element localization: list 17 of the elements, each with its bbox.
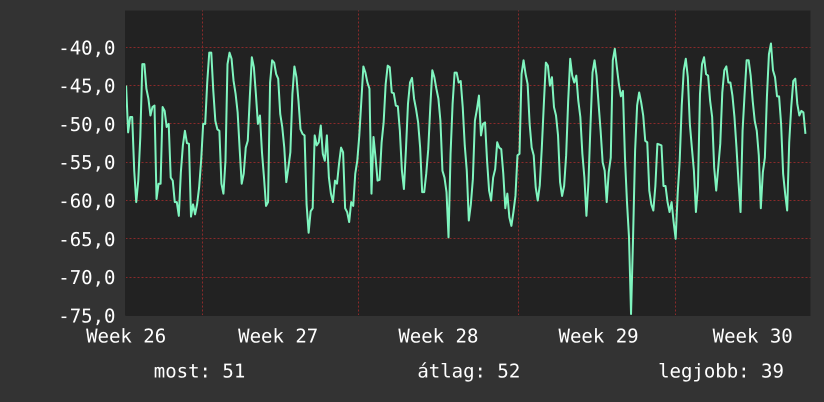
y-tick-label: -60,0 [58,190,116,213]
y-tick-label: -75,0 [58,306,116,328]
x-tick-label: Week 30 [712,326,793,348]
y-tick-label: -55,0 [58,152,116,174]
x-tick-label: Week 28 [398,326,478,348]
line-series [126,42,806,315]
x-tick-label: Week 29 [558,326,639,348]
x-tick-label: Week 26 [86,326,166,348]
y-tick-label: -70,0 [58,267,116,290]
text: legjobb: 39 [658,360,784,382]
y-tick-label: -65,0 [58,228,116,251]
x-tick-label: Week 27 [238,326,318,348]
y-tick-label: -45,0 [58,76,116,98]
y-tick-label: -40,0 [58,37,116,60]
text: most: 51 [154,360,246,382]
text: átlag: 52 [417,360,520,382]
y-tick-label: -50,0 [58,114,116,136]
